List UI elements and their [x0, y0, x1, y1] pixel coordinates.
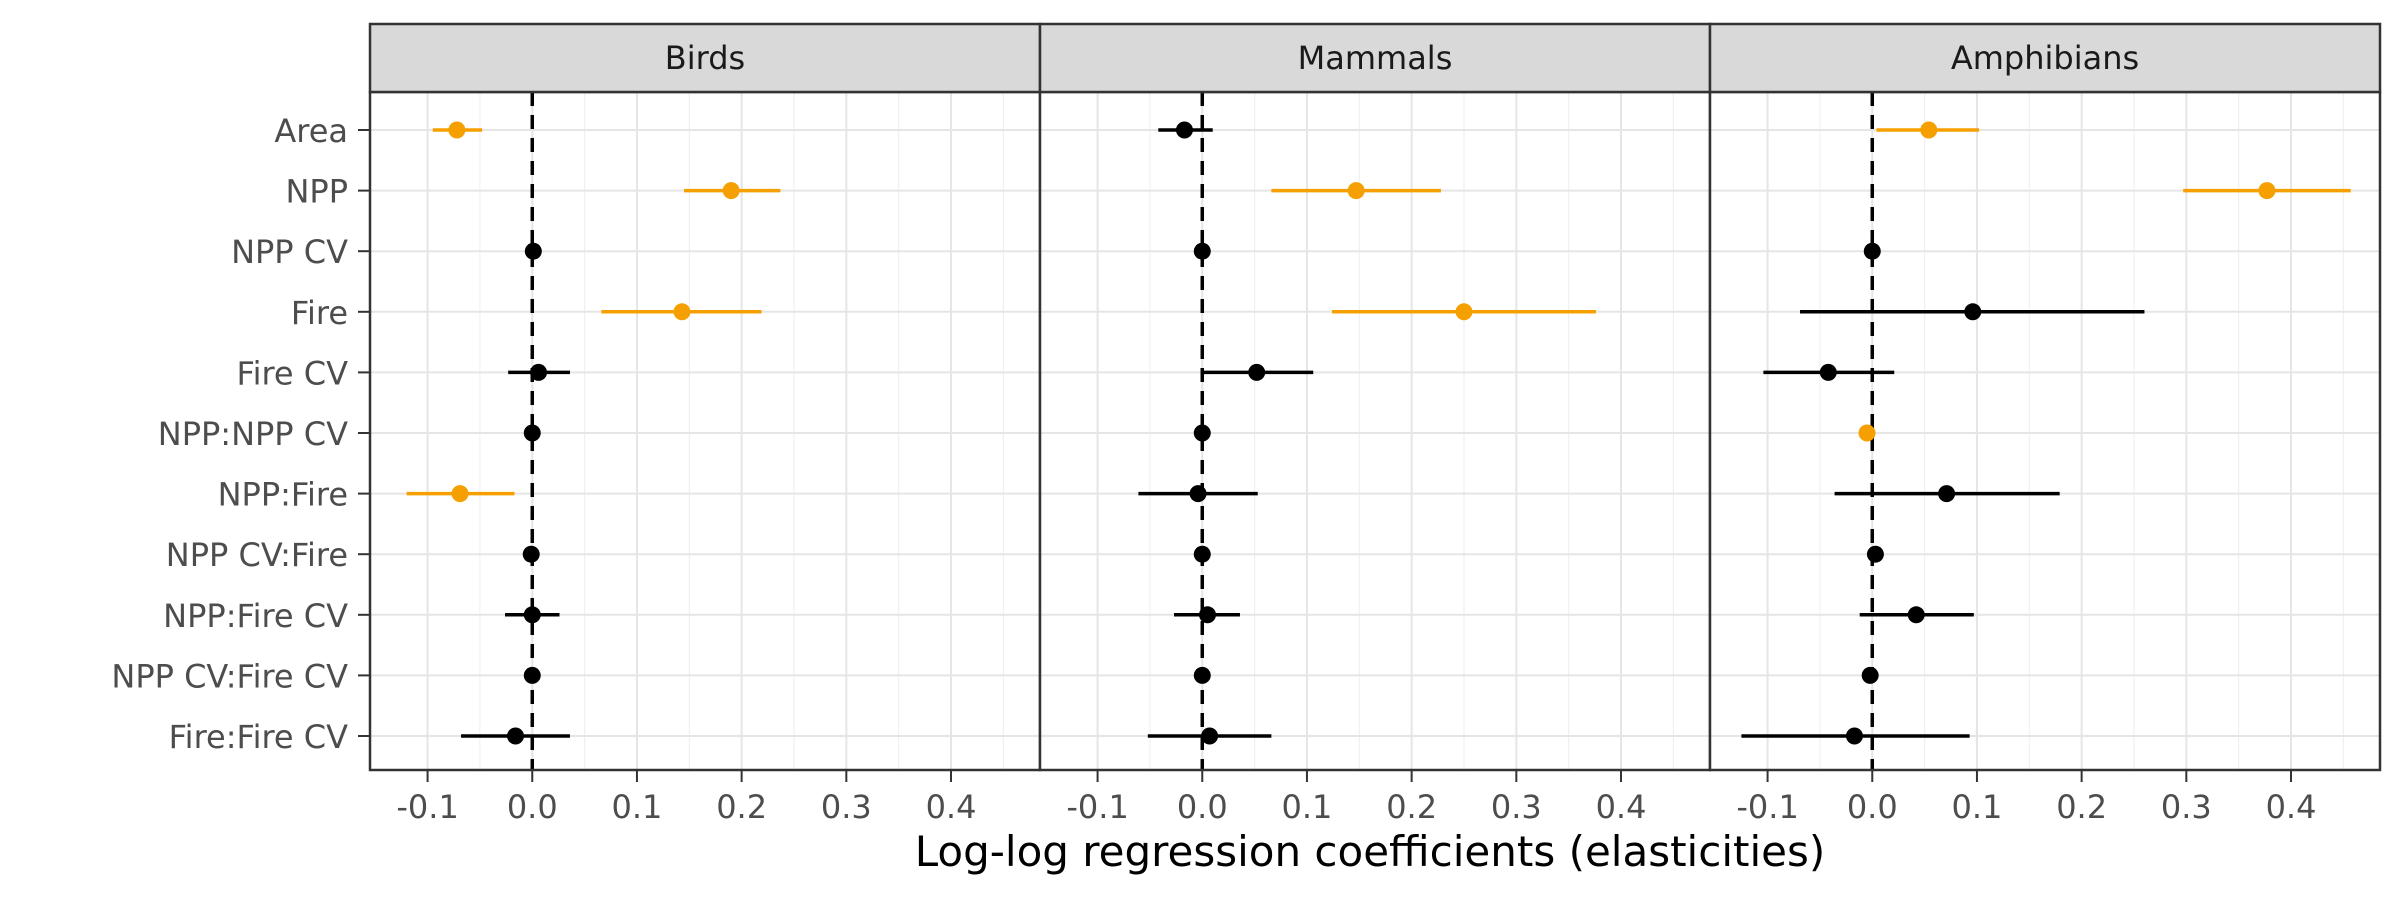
- coefficient-point: [1175, 121, 1193, 139]
- y-tick-label: NPP CV:Fire CV: [111, 657, 348, 695]
- y-tick-label: NPP:Fire: [218, 476, 348, 514]
- y-tick-label: Area: [274, 112, 348, 150]
- x-tick-label: 0.3: [2161, 788, 2212, 826]
- coefficient-point: [1193, 242, 1211, 260]
- x-tick-label: 0.1: [1952, 788, 2003, 826]
- facet-strip-label: Birds: [665, 39, 745, 77]
- coefficient-point: [530, 363, 548, 381]
- coefficient-point: [522, 545, 540, 563]
- x-tick-label: 0.2: [716, 788, 767, 826]
- x-tick-label: 0.0: [1847, 788, 1898, 826]
- plot-background: [1040, 92, 1710, 770]
- x-tick-label: 0.2: [1386, 788, 1437, 826]
- panel-mammals: Mammals -0.1 0.0 0.1 0.2 0.3 0.4: [1038, 22, 1712, 826]
- coefficient-point: [673, 303, 691, 321]
- x-tick-label: 0.4: [926, 788, 977, 826]
- panels-layer: Birds -0.1 0.0 0.1 0.2 0.3 0.4 Mammals -0.1 0.0 0.…: [368, 22, 2382, 826]
- x-tick-label: 0.1: [1282, 788, 1333, 826]
- coefficient-point: [1347, 182, 1365, 200]
- x-tick-label: -0.1: [1736, 788, 1798, 826]
- coefficient-point: [1863, 242, 1881, 260]
- coefficient-point: [1199, 606, 1216, 624]
- x-tick-label: 0.0: [507, 788, 558, 826]
- x-tick-label: 0.0: [1177, 788, 1228, 826]
- x-tick-label: -0.1: [1066, 788, 1128, 826]
- coefficient-point: [1866, 545, 1884, 563]
- x-tick-label: -0.1: [396, 788, 458, 826]
- facet-strip: [368, 22, 1042, 94]
- coefficient-point: [1938, 485, 1956, 503]
- coefficient-point: [523, 606, 541, 624]
- y-tick-label: NPP:NPP CV: [158, 415, 348, 453]
- coefficient-point: [1845, 727, 1863, 745]
- facet-strip-label: Amphibians: [1951, 39, 2139, 77]
- coefficient-point: [1858, 424, 1876, 442]
- coefficient-point: [523, 666, 541, 684]
- x-tick-label: 0.2: [2056, 788, 2107, 826]
- coefficient-point: [523, 424, 541, 442]
- facet-strip: [1708, 22, 2382, 94]
- coefficient-point: [1201, 727, 1219, 745]
- facet-strip: [1038, 22, 1712, 94]
- plot-background: [1710, 92, 2380, 770]
- coefficient-point: [451, 485, 469, 503]
- panel-birds: Birds -0.1 0.0 0.1 0.2 0.3 0.4: [368, 22, 1042, 826]
- coefficient-point: [1193, 424, 1211, 442]
- y-tick-label: Fire: [291, 294, 348, 332]
- coefficient-point: [1964, 303, 1982, 321]
- panel-amphibians: Amphibians -0.1 0.0 0.1 0.2 0.3 0.4: [1708, 22, 2382, 826]
- x-tick-label: 0.4: [1596, 788, 1647, 826]
- x-tick-label: 0.3: [1491, 788, 1542, 826]
- x-tick-label: 0.1: [612, 788, 663, 826]
- coefficient-point: [2258, 182, 2276, 200]
- coefficient-point: [1861, 666, 1879, 684]
- coefficient-point: [1819, 363, 1837, 381]
- coefficient-point: [1193, 545, 1211, 563]
- y-tick-label: NPP: [285, 173, 348, 211]
- plot-background: [370, 92, 1040, 770]
- coefficient-point: [722, 182, 740, 200]
- coefficient-point: [1920, 121, 1938, 139]
- coefficient-point: [524, 242, 542, 260]
- x-tick-label: 0.3: [821, 788, 872, 826]
- y-tick-labels: Area NPP NPP CV Fire Fire CV NPP:NPP CV NPP:Fi…: [111, 112, 370, 756]
- coefficient-point: [507, 727, 525, 745]
- x-axis-title: Log-log regression coefficients (elastic…: [915, 827, 1826, 876]
- y-tick-label: Fire CV: [236, 354, 348, 392]
- y-tick-label: NPP:Fire CV: [163, 597, 348, 635]
- facet-strip-label: Mammals: [1298, 39, 1453, 77]
- y-tick-label: NPP CV: [231, 233, 348, 271]
- y-tick-label: Fire:Fire CV: [169, 718, 349, 756]
- coefficient-point: [448, 121, 466, 139]
- coefficient-point: [1248, 363, 1266, 381]
- coefficient-point: [1907, 606, 1925, 624]
- coefficient-point: [1455, 303, 1473, 321]
- y-tick-label: NPP CV:Fire: [166, 536, 348, 574]
- x-tick-label: 0.4: [2266, 788, 2317, 826]
- coefficient-point: [1193, 666, 1211, 684]
- coefficient-point: [1189, 485, 1207, 503]
